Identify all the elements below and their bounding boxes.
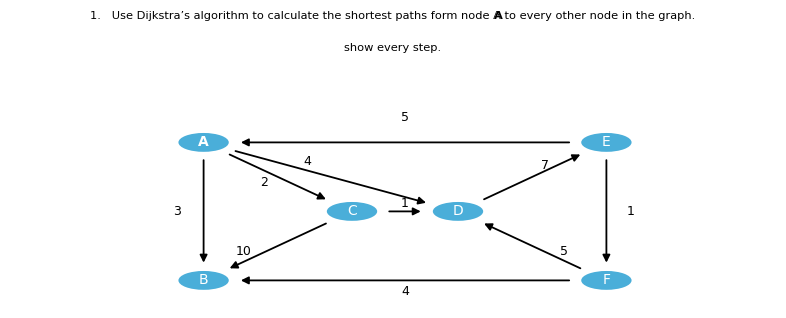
Text: 5: 5 (560, 245, 568, 258)
Text: A: A (494, 11, 502, 21)
Text: 1.   Use Dijkstra’s algorithm to calculate the shortest paths form node A to eve: 1. Use Dijkstra’s algorithm to calculate… (90, 11, 696, 21)
Text: 1: 1 (401, 197, 409, 210)
Ellipse shape (581, 271, 632, 290)
Text: 3: 3 (173, 205, 181, 218)
Text: B: B (199, 273, 208, 287)
Text: A: A (198, 135, 209, 149)
Text: 2: 2 (261, 176, 269, 189)
Ellipse shape (178, 133, 229, 152)
Ellipse shape (178, 271, 229, 290)
Text: C: C (347, 204, 357, 218)
Text: D: D (453, 204, 464, 218)
Text: 4: 4 (401, 285, 409, 298)
Text: F: F (602, 273, 611, 287)
Text: 4: 4 (303, 156, 311, 169)
Text: 7: 7 (542, 159, 549, 172)
Text: 10: 10 (236, 245, 252, 258)
Ellipse shape (327, 202, 377, 221)
Text: 5: 5 (401, 111, 409, 124)
Text: 1: 1 (626, 205, 634, 218)
Text: show every step.: show every step. (344, 43, 442, 53)
Ellipse shape (581, 133, 632, 152)
Text: E: E (602, 135, 611, 149)
Ellipse shape (433, 202, 483, 221)
Text: A: A (494, 11, 502, 21)
